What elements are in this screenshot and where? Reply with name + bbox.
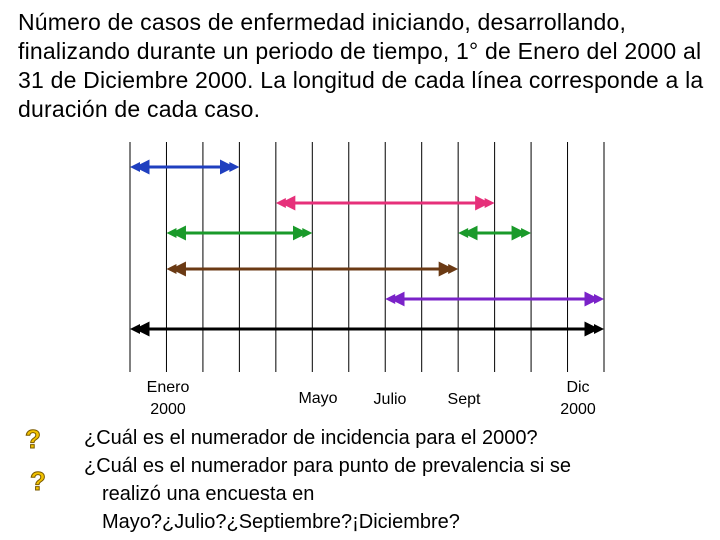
arrowhead [385,294,396,304]
arrowhead [302,228,313,238]
axis-label-sept: Sept [447,391,481,408]
question-prevalence-cont: realizó una encuesta en [102,483,315,505]
question-prevalence: ¿Cuál es el numerador para punto de prev… [84,455,571,477]
question-prevalence-months: Mayo?¿Julio?¿Septiembre?¡Diciembre? [102,511,460,533]
diagram-title: Número de casos de enfermedad iniciando,… [18,9,704,122]
month-grid [129,142,605,372]
svg-text:?: ? [25,424,41,452]
arrowhead [448,264,459,274]
question-mark-icon: ? [30,466,47,494]
axis-label-julio: Julio [373,391,407,408]
axis-label-mayo: Mayo [298,390,338,407]
arrowhead [166,228,177,238]
arrowhead [594,294,604,304]
question-mark-icon: ? [25,424,42,452]
arrowhead [521,228,532,238]
arrowhead [130,162,140,172]
questions-block: ¿Cuál es el numerador de incidencia para… [84,424,714,536]
arrowhead [166,264,177,274]
arrowhead [130,324,140,334]
svg-text:?: ? [30,466,46,494]
arrowhead [275,198,286,208]
arrowhead [594,324,604,334]
arrowhead [458,228,469,238]
arrowhead [484,198,495,208]
axis-label-dic: Dic 2000 [560,379,596,418]
arrowhead [229,162,240,172]
question-incidence: ¿Cuál es el numerador de incidencia para… [84,427,538,449]
case-lines [130,159,604,337]
axis-label-enero: Enero 2000 [146,379,190,418]
